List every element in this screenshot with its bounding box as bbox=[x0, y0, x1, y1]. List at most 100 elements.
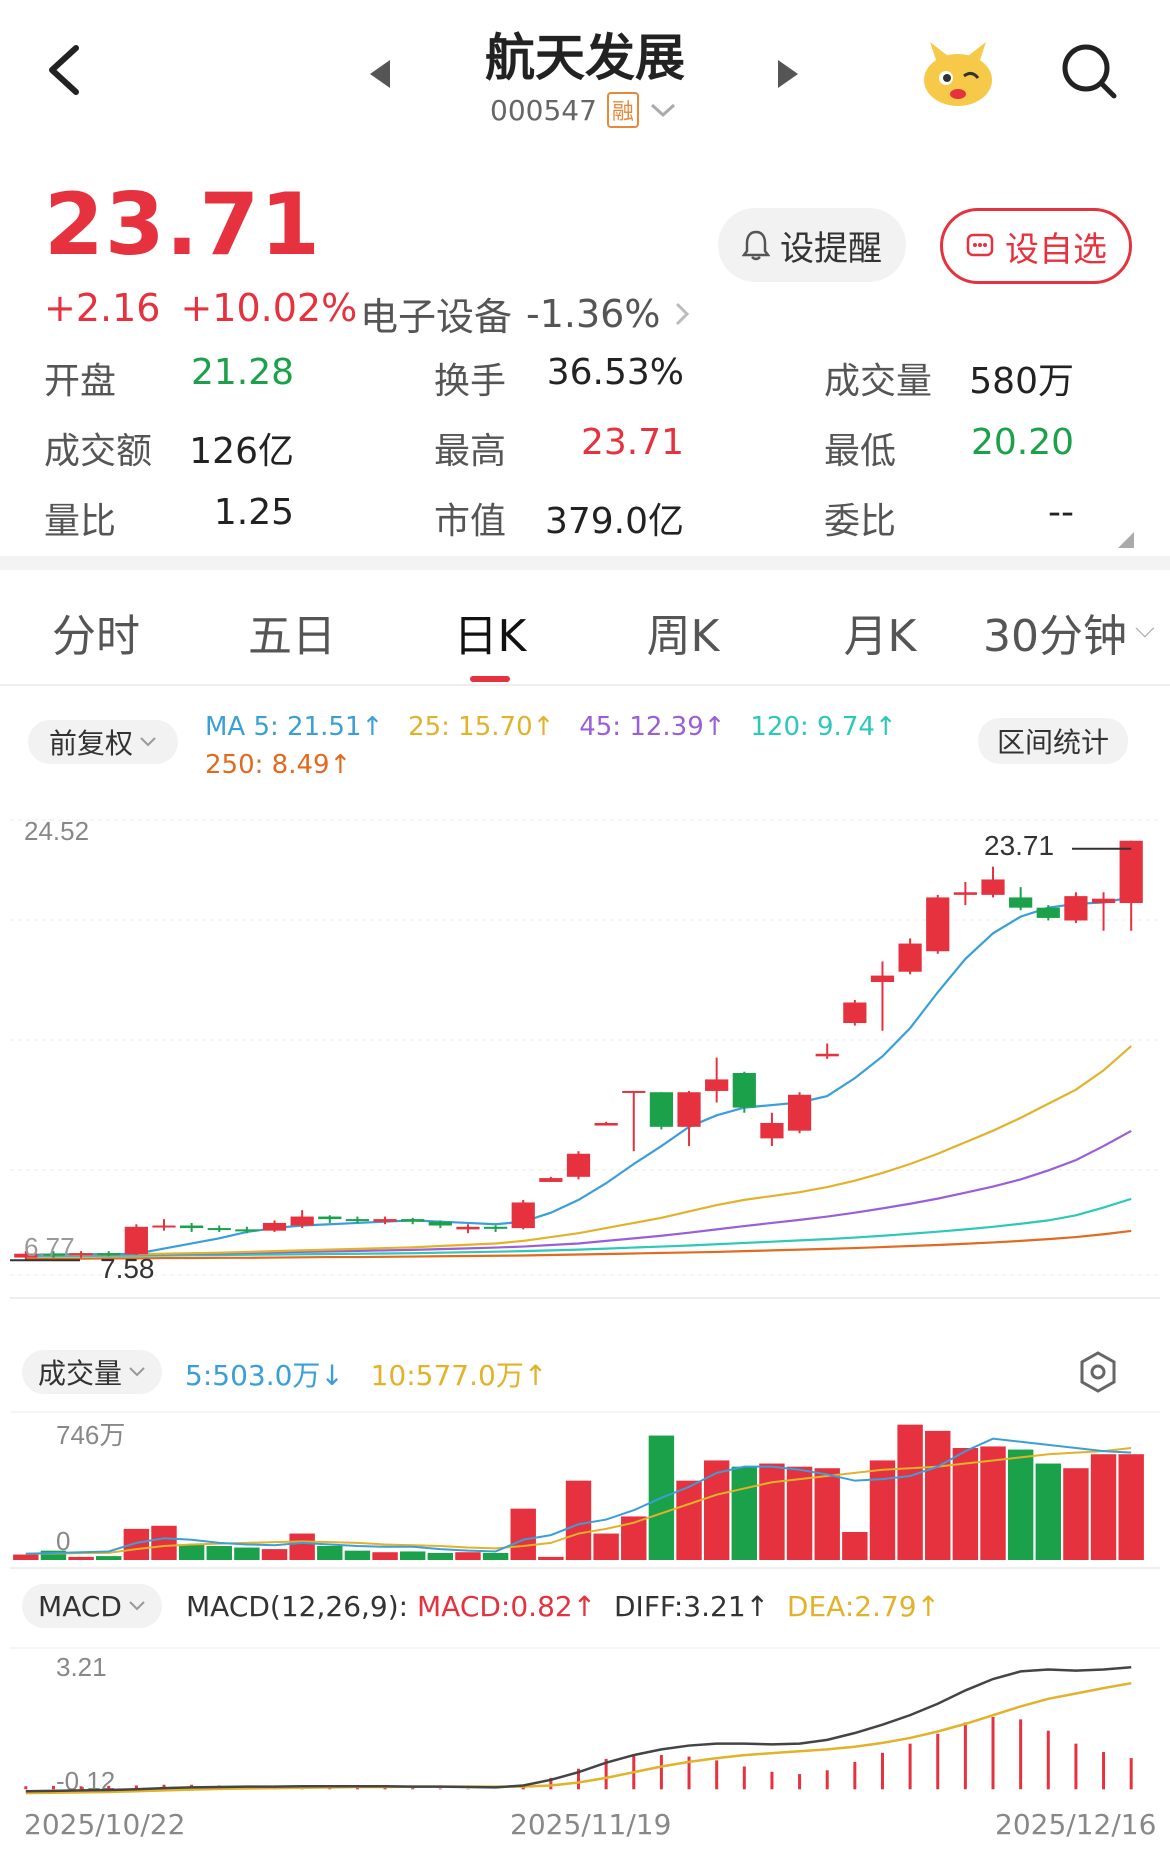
candle-body bbox=[787, 1094, 812, 1131]
stat-spacer bbox=[344, 422, 434, 474]
candle-body bbox=[124, 1226, 148, 1255]
volume-bar bbox=[1090, 1454, 1117, 1560]
stat-label-text: 市值 bbox=[434, 501, 507, 542]
stats-grid[interactable]: 开盘 21.28 换手 36.53% 成交量 580万 成交额 126亿 最高 23.71 最低 20… bbox=[44, 352, 1124, 544]
volume-bar bbox=[261, 1549, 288, 1560]
stat-label: 成交量 580万 bbox=[824, 352, 1074, 404]
divider bbox=[0, 556, 1170, 570]
volume-ma10: 10:577.0万↑ bbox=[370, 1359, 548, 1392]
chevron-down-icon bbox=[650, 103, 675, 118]
candle-body bbox=[843, 1002, 867, 1024]
stat-label: 最低 20.20 bbox=[824, 422, 1074, 474]
low-price-label: 7.58 bbox=[100, 1253, 155, 1284]
volume-ma5: 5:503.0万↓ bbox=[185, 1359, 344, 1392]
tab-0[interactable]: 分时 bbox=[52, 611, 140, 662]
volume-bar bbox=[151, 1525, 177, 1560]
volume-chart[interactable]: 746万 0 bbox=[0, 1410, 1170, 1570]
stock-name: 航天发展 bbox=[485, 29, 685, 87]
ma25-line bbox=[25, 1045, 1132, 1257]
volume-bar bbox=[703, 1460, 730, 1560]
stat-label-text: 开盘 bbox=[44, 361, 117, 402]
mascot-icon[interactable] bbox=[920, 40, 996, 110]
settings-button[interactable] bbox=[1078, 1350, 1118, 1398]
stat-label: 成交额 126亿 bbox=[44, 422, 294, 474]
candle-body bbox=[41, 1253, 66, 1256]
price-change-pct: +10.02% bbox=[180, 286, 358, 330]
next-stock-button[interactable] bbox=[776, 58, 800, 94]
date-axis: 2025/10/22 2025/11/19 2025/12/16 bbox=[0, 1808, 1170, 1848]
volume-dropdown[interactable]: 成交量 bbox=[22, 1350, 162, 1394]
back-button[interactable] bbox=[40, 40, 90, 100]
candle-body bbox=[622, 1090, 646, 1093]
volume-bar bbox=[897, 1424, 923, 1560]
candle-body bbox=[511, 1202, 535, 1229]
macd-params: MACD(12,26,9): bbox=[186, 1590, 409, 1623]
chevron-down-icon bbox=[140, 737, 156, 747]
volume-bar bbox=[593, 1533, 619, 1560]
candle-body bbox=[1064, 896, 1088, 921]
stock-code: 000547 bbox=[490, 93, 597, 127]
current-price: 23.71 bbox=[44, 175, 322, 275]
volume-bar bbox=[178, 1544, 205, 1560]
chevron-down-icon: ⌵ bbox=[1135, 614, 1155, 644]
candle-body bbox=[1091, 898, 1116, 904]
volume-bar bbox=[814, 1468, 840, 1560]
candle-body bbox=[428, 1221, 452, 1226]
macd-dropdown[interactable]: MACD bbox=[22, 1584, 162, 1628]
price-change-row: +2.16 +10.02% bbox=[44, 286, 357, 330]
candle-body bbox=[373, 1219, 397, 1222]
volume-bar bbox=[1063, 1468, 1089, 1560]
set-alert-button[interactable]: 设提醒 bbox=[718, 208, 906, 282]
tab-2[interactable]: 日K bbox=[453, 611, 527, 662]
candle-body bbox=[180, 1225, 204, 1229]
add-watchlist-label: 设自选 bbox=[1005, 229, 1107, 270]
margin-badge: 融 bbox=[606, 92, 639, 128]
period-tabs[interactable]: 分时 五日 日K 周K 月K 30分钟 ⌵ bbox=[0, 600, 1170, 682]
candle-body bbox=[290, 1216, 314, 1226]
volume-axis-zero: 0 bbox=[56, 1526, 70, 1556]
back-arrow-icon bbox=[49, 45, 79, 95]
prev-stock-button[interactable] bbox=[368, 58, 392, 94]
volume-bar bbox=[399, 1551, 426, 1560]
stat-spacer bbox=[734, 492, 824, 544]
hexagon-settings-icon bbox=[1080, 1351, 1116, 1393]
range-stats-button[interactable]: 区间统计 bbox=[978, 718, 1128, 764]
stat-label: 量比 1.25 bbox=[44, 492, 294, 544]
expand-corner-icon[interactable] bbox=[1118, 532, 1134, 552]
candle-body bbox=[401, 1219, 425, 1222]
ma250-value: 250: 8.49↑ bbox=[205, 750, 352, 780]
volume-bar bbox=[234, 1547, 260, 1560]
date-mid: 2025/11/19 bbox=[510, 1808, 672, 1841]
divider bbox=[0, 684, 1170, 686]
candle-body bbox=[1119, 840, 1143, 904]
volume-bar bbox=[123, 1528, 150, 1560]
candle-body bbox=[1009, 897, 1033, 908]
tab-4[interactable]: 月K bbox=[843, 611, 917, 662]
add-watchlist-button[interactable]: 设自选 bbox=[940, 208, 1132, 284]
candle-body bbox=[594, 1122, 618, 1126]
stat-label-text: 换手 bbox=[434, 361, 507, 402]
volume-bar bbox=[427, 1553, 454, 1560]
macd-chart[interactable]: 3.21-0.12 bbox=[0, 1640, 1170, 1800]
stock-code-row[interactable]: 000547 融 bbox=[490, 92, 677, 128]
candlestick-chart[interactable]: 24.52 23.71 6.77 7.58 bbox=[0, 790, 1170, 1300]
volume-ma10-line bbox=[25, 1447, 1132, 1555]
volume-bar bbox=[289, 1533, 315, 1560]
set-alert-label: 设提醒 bbox=[780, 228, 882, 269]
stat-label: 换手 36.53% bbox=[434, 352, 684, 404]
adjust-label: 前复权 bbox=[48, 727, 133, 760]
macd-legend: MACD(12,26,9): MACD:0.82↑ DIFF:3.21↑ DEA… bbox=[186, 1590, 940, 1623]
tab-1[interactable]: 五日 bbox=[248, 611, 336, 662]
stat-value: 21.28 bbox=[190, 352, 294, 393]
chat-dots-icon bbox=[966, 233, 994, 257]
adjust-dropdown[interactable]: 前复权 bbox=[28, 720, 178, 764]
sector-name: 电子设备 bbox=[360, 295, 513, 339]
tab-3[interactable]: 周K bbox=[646, 611, 720, 662]
tab-5[interactable]: 30分钟 bbox=[983, 611, 1127, 662]
diff-value: DIFF:3.21↑ bbox=[614, 1590, 770, 1623]
sector-link[interactable]: 电子设备 -1.36% bbox=[360, 286, 690, 341]
search-icon bbox=[1062, 44, 1117, 99]
search-button[interactable] bbox=[1060, 42, 1120, 106]
triangle-right-icon bbox=[778, 60, 798, 88]
volume-bar bbox=[980, 1446, 1006, 1560]
